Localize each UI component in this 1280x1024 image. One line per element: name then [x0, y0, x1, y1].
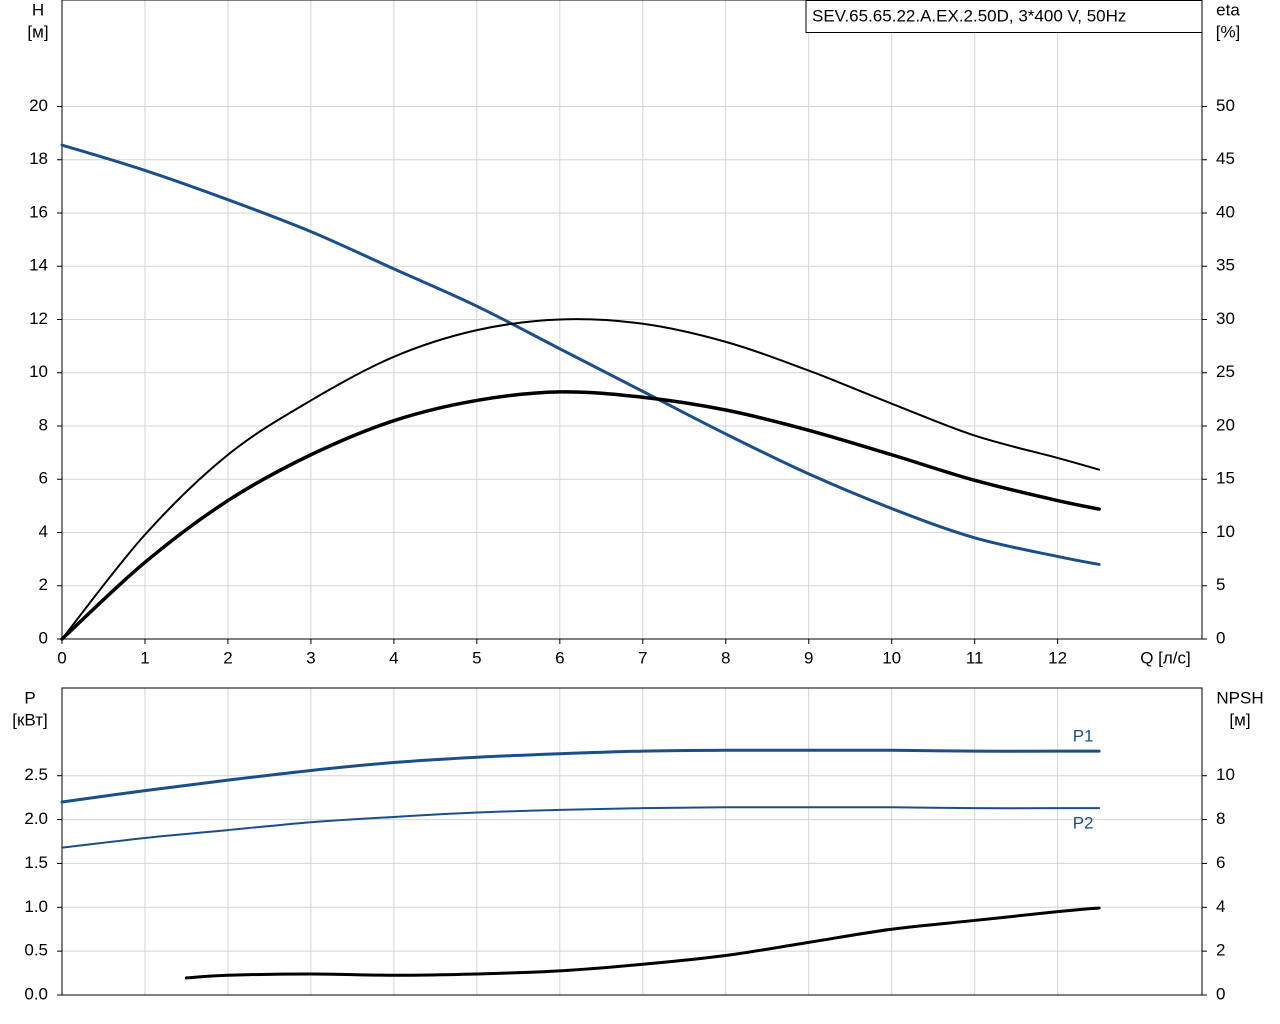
x-tick-label: 3 [306, 648, 315, 667]
y-tick-label: 1.0 [24, 897, 48, 916]
y-tick-label: 16 [29, 202, 48, 221]
y-tick-label: 4 [39, 522, 48, 541]
y2-tick-label: 6 [1216, 853, 1225, 872]
y-axis-label: P [24, 688, 35, 707]
curve [60, 390, 1101, 641]
y2-axis-label: [м] [1229, 710, 1250, 729]
x-tick-label: 6 [555, 648, 564, 667]
y2-tick-label: 35 [1216, 256, 1235, 275]
series-label: P2 [1073, 814, 1094, 833]
chart-title: SEV.65.65.22.A.EX.2.50D, 3*400 V, 50Hz [812, 6, 1126, 25]
x-tick-label: 12 [1048, 648, 1067, 667]
y2-tick-label: 5 [1216, 575, 1225, 594]
y-axis-label: [кВт] [12, 710, 47, 729]
y-tick-label: 0.0 [24, 984, 48, 1003]
y-tick-label: 2.5 [24, 765, 48, 784]
x-tick-label: 1 [140, 648, 149, 667]
y2-tick-label: 2 [1216, 941, 1225, 960]
y-tick-label: 14 [29, 256, 48, 275]
y-tick-label: 10 [29, 362, 48, 381]
x-tick-label: 2 [223, 648, 232, 667]
y-tick-label: 2 [39, 575, 48, 594]
y2-tick-label: 10 [1216, 765, 1235, 784]
y2-axis-label: eta [1216, 0, 1240, 19]
x-tick-label: 0 [57, 648, 66, 667]
curve [61, 806, 1101, 849]
y2-tick-label: 50 [1216, 96, 1235, 115]
y-tick-label: 12 [29, 309, 48, 328]
y-axis-label: H [32, 0, 44, 19]
y-tick-label: 1.5 [24, 853, 48, 872]
x-tick-label: 4 [389, 648, 398, 667]
curve [60, 748, 1101, 804]
series-label: P1 [1073, 727, 1094, 746]
y2-axis-label: NPSH [1216, 688, 1263, 707]
x-tick-label: 11 [966, 648, 984, 667]
curve [184, 906, 1101, 980]
y2-tick-label: 0 [1216, 984, 1225, 1003]
y2-tick-label: 25 [1216, 362, 1235, 381]
y2-tick-label: 10 [1216, 522, 1235, 541]
curve [60, 143, 1101, 566]
y2-tick-label: 0 [1216, 628, 1225, 647]
x-tick-label: 10 [882, 648, 901, 667]
y2-tick-label: 15 [1216, 469, 1235, 488]
plot-frame [61, 687, 1203, 996]
y-axis-label: [м] [27, 22, 48, 41]
y-tick-label: 18 [29, 149, 48, 168]
y-tick-label: 6 [39, 469, 48, 488]
y-tick-label: 20 [29, 96, 48, 115]
x-tick-label: 9 [804, 648, 813, 667]
x-tick-label: 5 [472, 648, 481, 667]
plot-frame [61, 0, 1203, 640]
y-tick-label: 0.5 [24, 941, 48, 960]
y2-tick-label: 30 [1216, 309, 1235, 328]
x-tick-label: 8 [721, 648, 730, 667]
y-tick-label: 8 [39, 415, 48, 434]
y-tick-label: 2.0 [24, 809, 48, 828]
y2-tick-label: 4 [1216, 897, 1225, 916]
x-tick-label: 7 [638, 648, 647, 667]
y2-tick-label: 40 [1216, 202, 1235, 221]
title-box [805, 0, 1203, 33]
y2-tick-label: 20 [1216, 415, 1235, 434]
y2-tick-label: 8 [1216, 809, 1225, 828]
y-tick-label: 0 [39, 628, 48, 647]
y2-axis-label: [%] [1216, 22, 1241, 41]
x-axis-label: Q [л/с] [1140, 648, 1191, 667]
y2-tick-label: 45 [1216, 149, 1235, 168]
curve [61, 318, 1101, 640]
